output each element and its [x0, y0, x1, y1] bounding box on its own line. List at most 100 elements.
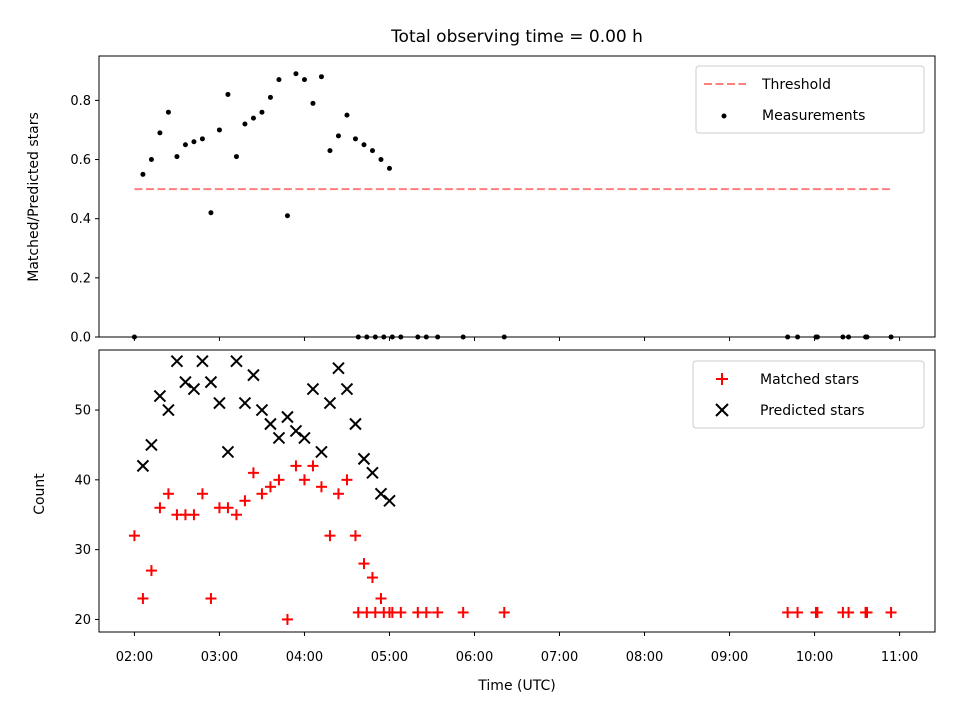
legend-threshold-label: Threshold	[761, 77, 831, 93]
matched-star-point	[358, 558, 370, 570]
predicted-star-point	[213, 396, 226, 410]
legend-matched-label: Matched stars	[760, 372, 859, 388]
x-axis-ticks-top	[133, 337, 901, 341]
matched-star-point	[366, 572, 378, 584]
matched-star-point	[375, 592, 387, 604]
matched-star-point	[290, 460, 302, 472]
x-tick-label: 03:00	[201, 650, 238, 665]
measurement-point	[208, 210, 214, 216]
matched-star-point	[239, 495, 251, 507]
measurement-point	[361, 142, 367, 148]
predicted-star-point	[153, 389, 167, 403]
predicted-star-point	[264, 417, 277, 431]
y-tick-label: 0.2	[70, 271, 91, 286]
measurement-point	[174, 154, 180, 160]
predicted-star-point	[298, 431, 311, 445]
legend-ratio: Threshold Measurements	[695, 65, 925, 134]
count-panel: Count Time (UTC) 20 30 40 50 02:00 03:00 04:0…	[32, 349, 936, 694]
predicted-star-point	[374, 487, 388, 500]
measurement-point	[165, 109, 171, 115]
predicted-star-point	[162, 403, 175, 417]
legend-count: Matched stars Predicted stars	[692, 360, 925, 429]
predicted-star-point	[145, 438, 158, 452]
y-tick-label: 50	[74, 404, 91, 419]
count-points	[128, 354, 897, 625]
matched-star-point	[154, 502, 166, 514]
matched-star-point	[498, 606, 510, 618]
matched-star-point	[196, 488, 208, 500]
y-axis-label-count: Count	[32, 473, 48, 515]
matched-star-point	[247, 467, 259, 479]
measurement-point	[369, 148, 375, 154]
measurement-point	[259, 109, 265, 115]
legend-predicted-label: Predicted stars	[760, 403, 865, 419]
y-tick-label: 0.6	[70, 153, 91, 168]
measurement-point	[344, 112, 350, 118]
y-tick-label: 0.8	[70, 94, 91, 109]
predicted-star-point	[357, 452, 371, 466]
measurement-point	[310, 100, 316, 106]
measurement-point	[182, 142, 188, 148]
matched-star-point	[792, 606, 804, 618]
matched-star-point	[128, 530, 140, 542]
predicted-star-point	[289, 424, 303, 438]
x-tick-label: 09:00	[711, 650, 748, 665]
predicted-star-point	[204, 375, 218, 389]
matched-star-point	[457, 606, 469, 618]
predicted-star-point	[272, 431, 286, 445]
matched-star-point	[811, 606, 823, 618]
predicted-star-point	[340, 382, 354, 396]
chart-title: Total observing time = 0.00 h	[390, 27, 643, 47]
measurement-point	[293, 71, 299, 77]
x-axis-ticks: 02:00 03:00 04:00 05:00 06:00 07:00 08:00 09:00…	[116, 632, 918, 665]
matched-star-point	[298, 474, 310, 486]
matched-star-point	[324, 530, 336, 542]
x-tick-label: 02:00	[116, 650, 153, 665]
measurement-point	[216, 127, 222, 133]
predicted-star-point	[230, 354, 243, 368]
predicted-star-point	[323, 396, 337, 410]
matched-star-point	[420, 606, 432, 618]
measurement-point	[157, 130, 163, 136]
measurement-point	[386, 165, 392, 171]
matched-star-point	[341, 474, 353, 486]
matched-star-point	[349, 530, 361, 542]
predicted-star-point	[196, 354, 209, 368]
plot-frame-ratio	[98, 55, 936, 338]
y-tick-label: 40	[74, 473, 91, 488]
x-tick-label: 05:00	[371, 650, 408, 665]
measurement-point	[233, 154, 239, 160]
measurement-points	[131, 71, 894, 340]
legend-box-ratio	[695, 65, 925, 134]
matched-star-point	[332, 488, 344, 500]
y-tick-label: 0.0	[70, 331, 91, 346]
y-tick-label: 30	[74, 543, 91, 558]
matched-star-point	[432, 606, 444, 618]
measurement-point	[318, 74, 324, 80]
predicted-star-point	[366, 466, 379, 480]
matched-star-point	[395, 606, 407, 618]
predicted-star-point	[349, 417, 362, 431]
matched-star-point	[307, 460, 319, 472]
measurement-point	[276, 77, 282, 83]
measurement-point	[250, 115, 256, 121]
y-axis-label-ratio: Matched/Predicted stars	[26, 112, 42, 282]
legend-box-count	[692, 360, 925, 429]
predicted-star-point	[332, 361, 345, 375]
predicted-star-point	[187, 382, 201, 396]
matched-star-point	[782, 606, 794, 618]
matched-star-point	[885, 606, 897, 618]
predicted-star-point	[383, 494, 396, 507]
measurement-point	[242, 121, 248, 127]
x-tick-label: 06:00	[456, 650, 493, 665]
predicted-star-point	[136, 459, 150, 473]
x-tick-label: 10:00	[796, 650, 833, 665]
y-axis-ticks-ratio: 0.0 0.2 0.4 0.6 0.8	[70, 94, 99, 346]
y-tick-label: 20	[74, 613, 91, 628]
measurement-point	[352, 136, 358, 142]
measurement-point	[335, 133, 341, 139]
predicted-star-point	[315, 445, 328, 459]
measurement-point	[284, 213, 290, 219]
x-tick-label: 04:00	[286, 650, 323, 665]
